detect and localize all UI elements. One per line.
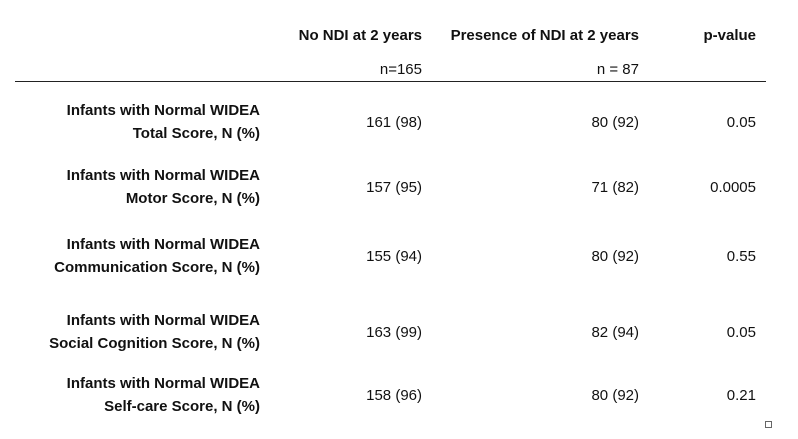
cell-p-self-care: 0.21 <box>726 387 756 404</box>
n-presence-ndi: n = 87 <box>596 61 639 78</box>
cell-ndi-total: 80 (92) <box>591 114 639 131</box>
n-no-ndi: n=165 <box>379 61 422 78</box>
row-label-line1: Infants with Normal WIDEA <box>66 236 260 253</box>
row-label-line2: Communication Score, N (%) <box>54 259 260 276</box>
row-label-line2: Motor Score, N (%) <box>125 190 260 207</box>
cell-p-communication: 0.55 <box>726 248 756 265</box>
cell-no-ndi-total: 161 (98) <box>366 114 422 131</box>
cell-no-ndi-self-care: 158 (96) <box>366 387 422 404</box>
cell-p-total: 0.05 <box>726 114 756 131</box>
row-label-line1: Infants with Normal WIDEA <box>66 375 260 392</box>
row-label-motor: Infants with Normal WIDEA Motor Score, N… <box>67 164 260 210</box>
cell-ndi-social-cognition: 82 (94) <box>591 324 639 341</box>
cell-ndi-self-care: 80 (92) <box>591 387 639 404</box>
cell-ndi-communication: 80 (92) <box>591 248 639 265</box>
cell-p-motor: 0.0005 <box>710 179 756 196</box>
row-label-communication: Infants with Normal WIDEA Communication … <box>54 233 260 279</box>
header-presence-ndi: Presence of NDI at 2 years <box>450 27 639 44</box>
row-label-self-care: Infants with Normal WIDEA Self-care Scor… <box>67 372 260 418</box>
row-label-line1: Infants with Normal WIDEA <box>66 312 260 329</box>
row-label-line2: Total Score, N (%) <box>132 125 260 142</box>
cell-no-ndi-communication: 155 (94) <box>366 248 422 265</box>
header-no-ndi: No NDI at 2 years <box>298 27 422 44</box>
cell-p-social-cognition: 0.05 <box>726 324 756 341</box>
header-p-value: p-value <box>703 27 756 44</box>
header-divider <box>15 81 766 82</box>
row-label-line2: Self-care Score, N (%) <box>104 398 260 415</box>
cell-no-ndi-motor: 157 (95) <box>366 179 422 196</box>
cell-no-ndi-social-cognition: 163 (99) <box>366 324 422 341</box>
cell-ndi-motor: 71 (82) <box>591 179 639 196</box>
resize-handle[interactable] <box>765 421 772 428</box>
row-label-social-cognition: Infants with Normal WIDEA Social Cogniti… <box>49 309 260 355</box>
row-label-line2: Social Cognition Score, N (%) <box>49 335 260 352</box>
row-label-line1: Infants with Normal WIDEA <box>66 167 260 184</box>
row-label-line1: Infants with Normal WIDEA <box>66 102 260 119</box>
row-label-total: Infants with Normal WIDEA Total Score, N… <box>67 99 260 145</box>
